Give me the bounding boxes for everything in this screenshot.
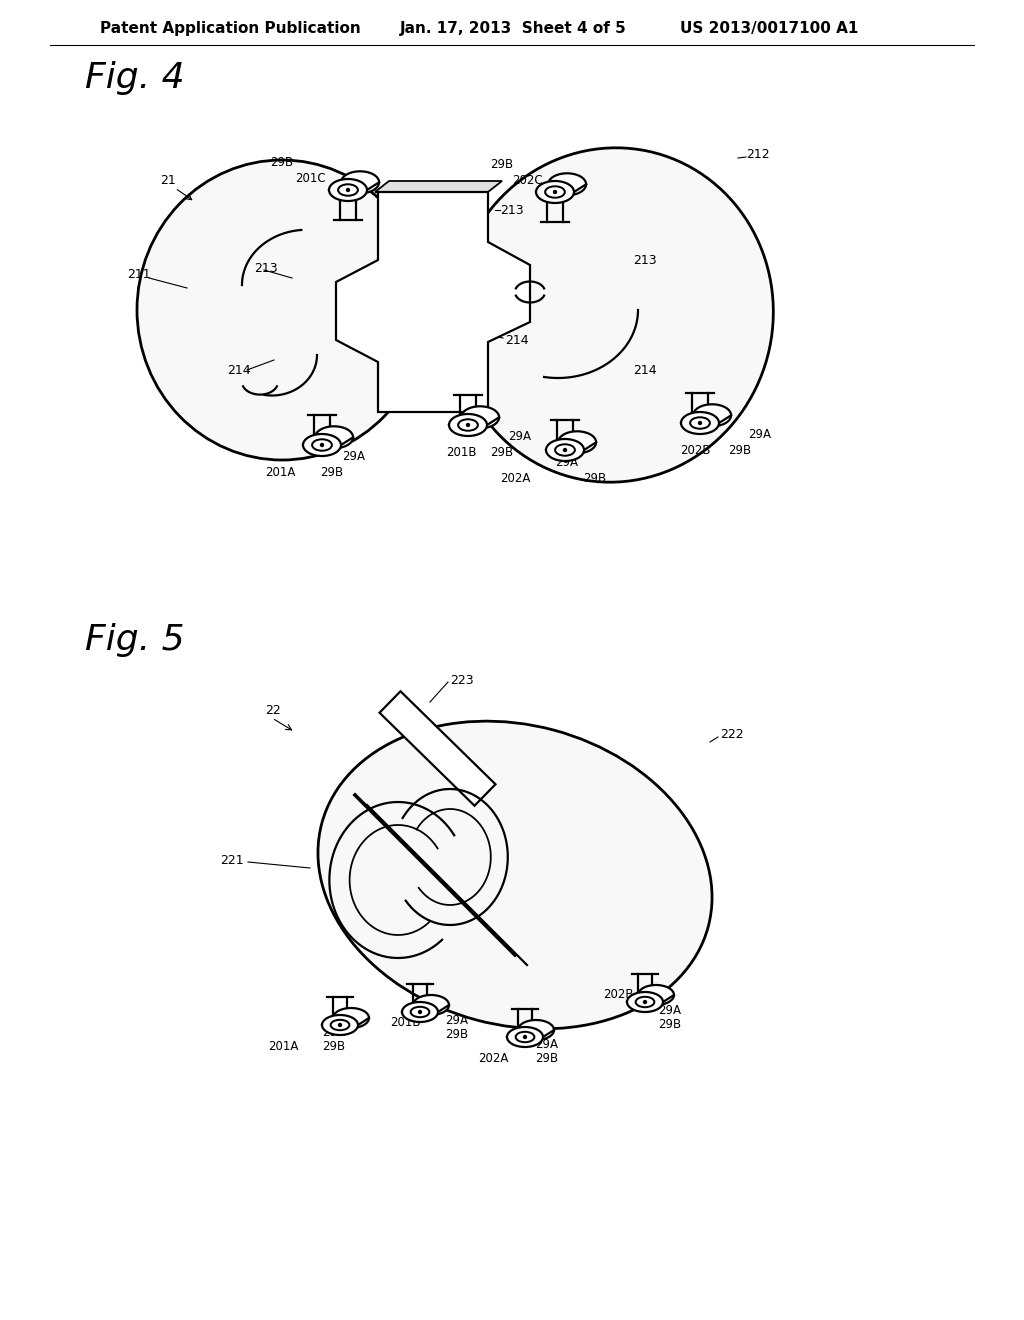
Text: 214: 214 [227, 363, 251, 376]
Ellipse shape [693, 404, 731, 426]
Text: 29B: 29B [319, 466, 343, 479]
Text: 213: 213 [633, 253, 656, 267]
Ellipse shape [690, 417, 710, 429]
Text: 201A: 201A [268, 1040, 298, 1053]
Text: 214: 214 [505, 334, 528, 346]
Text: 202B: 202B [603, 987, 634, 1001]
Text: 201A: 201A [265, 466, 295, 479]
Ellipse shape [322, 1015, 358, 1035]
Polygon shape [380, 692, 496, 805]
Ellipse shape [555, 445, 574, 455]
Text: 202B: 202B [680, 445, 711, 458]
Text: 213: 213 [254, 261, 278, 275]
Text: 211: 211 [127, 268, 151, 281]
Ellipse shape [333, 1008, 369, 1028]
Text: 21: 21 [160, 173, 176, 186]
Text: 201B: 201B [446, 446, 476, 459]
Circle shape [319, 442, 325, 447]
Text: 201C: 201C [295, 172, 326, 185]
Ellipse shape [545, 186, 565, 198]
Circle shape [418, 1010, 422, 1014]
Text: Fig. 5: Fig. 5 [85, 623, 184, 657]
Text: 29A: 29A [445, 1014, 468, 1027]
Text: 29A: 29A [340, 176, 362, 189]
Polygon shape [336, 191, 530, 412]
Circle shape [563, 447, 567, 453]
Text: 29A: 29A [555, 455, 578, 469]
Ellipse shape [636, 997, 654, 1007]
Ellipse shape [341, 172, 379, 193]
Ellipse shape [315, 426, 353, 449]
Text: US 2013/0017100 A1: US 2013/0017100 A1 [680, 21, 858, 36]
Ellipse shape [558, 432, 596, 453]
Ellipse shape [681, 412, 719, 434]
Circle shape [643, 999, 647, 1005]
Text: 29A: 29A [322, 1027, 345, 1040]
Text: 29A: 29A [508, 430, 531, 444]
Text: 222: 222 [720, 729, 743, 742]
Text: 29B: 29B [490, 446, 513, 459]
Text: 212: 212 [746, 149, 770, 161]
Ellipse shape [638, 985, 674, 1005]
Text: 223: 223 [450, 673, 474, 686]
Circle shape [338, 1023, 342, 1027]
Text: 214: 214 [633, 363, 656, 376]
Ellipse shape [411, 1007, 429, 1018]
Ellipse shape [536, 181, 574, 203]
Polygon shape [375, 181, 502, 191]
Text: 29A: 29A [748, 429, 771, 441]
Text: 221: 221 [220, 854, 244, 866]
Ellipse shape [303, 434, 341, 455]
Text: Patent Application Publication: Patent Application Publication [100, 21, 360, 36]
Circle shape [523, 1035, 527, 1039]
Text: 202A: 202A [500, 471, 530, 484]
Text: 213: 213 [500, 203, 523, 216]
Text: 29A: 29A [342, 450, 365, 463]
Text: 29B: 29B [270, 156, 293, 169]
Ellipse shape [461, 407, 499, 428]
Text: 29B: 29B [322, 1040, 345, 1053]
Text: Jan. 17, 2013  Sheet 4 of 5: Jan. 17, 2013 Sheet 4 of 5 [400, 21, 627, 36]
Ellipse shape [318, 721, 712, 1028]
Text: 201B: 201B [390, 1015, 421, 1028]
Text: 29A: 29A [658, 1003, 681, 1016]
Text: Fig. 4: Fig. 4 [85, 61, 184, 95]
Ellipse shape [338, 185, 357, 195]
Text: 29A: 29A [535, 1039, 558, 1052]
Text: 202C: 202C [512, 173, 543, 186]
Ellipse shape [402, 1002, 438, 1022]
Ellipse shape [329, 180, 367, 201]
Circle shape [346, 187, 350, 193]
Text: 29B: 29B [445, 1027, 468, 1040]
Ellipse shape [518, 1020, 554, 1040]
Text: 22: 22 [265, 704, 281, 717]
Text: 29B: 29B [583, 471, 606, 484]
Ellipse shape [331, 1020, 349, 1030]
Circle shape [553, 190, 557, 194]
Circle shape [697, 421, 702, 425]
Circle shape [466, 422, 470, 428]
Text: 29B: 29B [658, 1018, 681, 1031]
Text: 202A: 202A [478, 1052, 508, 1065]
Text: 29B: 29B [535, 1052, 558, 1065]
Ellipse shape [516, 1032, 535, 1043]
Ellipse shape [453, 148, 773, 482]
Ellipse shape [312, 440, 332, 450]
Ellipse shape [548, 173, 586, 195]
Ellipse shape [458, 420, 478, 430]
Text: 29A: 29A [560, 177, 583, 190]
Text: 29B: 29B [490, 157, 513, 170]
Ellipse shape [546, 440, 584, 461]
Text: 29B: 29B [728, 445, 752, 458]
Ellipse shape [137, 160, 427, 459]
Ellipse shape [627, 993, 663, 1012]
Ellipse shape [413, 995, 449, 1015]
Ellipse shape [449, 414, 487, 436]
Ellipse shape [507, 1027, 543, 1047]
